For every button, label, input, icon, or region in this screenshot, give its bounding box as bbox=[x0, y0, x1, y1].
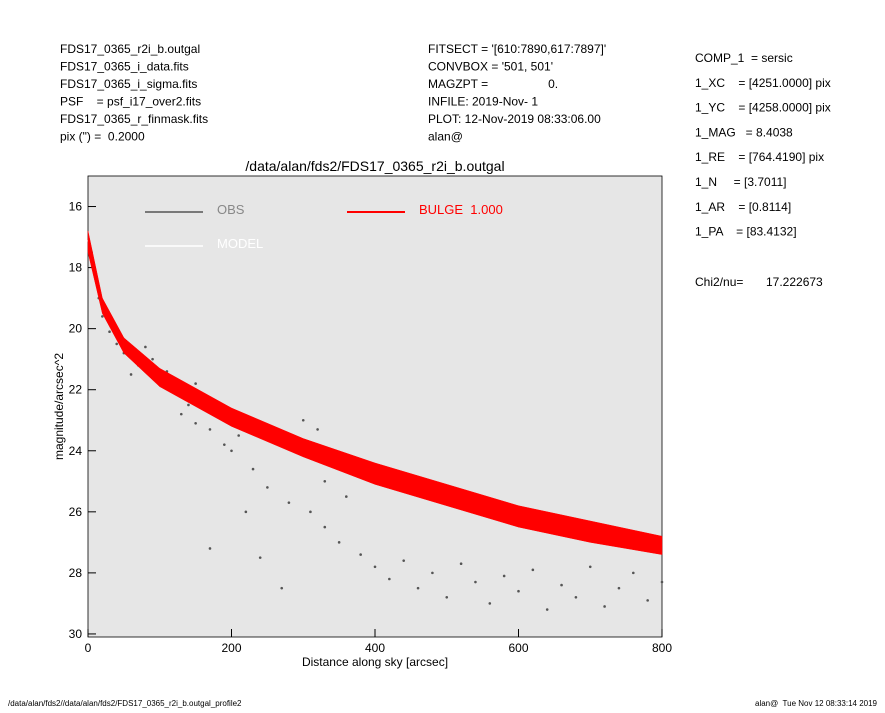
obs-point bbox=[129, 373, 133, 376]
obs-point bbox=[115, 342, 118, 346]
y-tick-label: 22 bbox=[69, 383, 83, 397]
obs-point bbox=[266, 486, 269, 489]
obs-point bbox=[208, 428, 212, 431]
header-middle: INFILE: 2019-Nov- 1 bbox=[428, 95, 538, 109]
header-left: FDS17_0365_i_sigma.fits bbox=[60, 77, 197, 91]
footer-left: /data/alan/fds2//data/alan/fds2/FDS17_03… bbox=[8, 699, 242, 708]
header-left: FDS17_0365_r2i_b.outgal bbox=[60, 42, 200, 56]
header-middle: CONVBOX = '501, 501' bbox=[428, 60, 553, 74]
obs-point bbox=[244, 510, 248, 514]
y-axis-label: magnitude/arcsec^2 bbox=[52, 353, 66, 460]
x-tick-label: 400 bbox=[365, 641, 385, 655]
obs-point bbox=[151, 357, 154, 361]
obs-point bbox=[323, 525, 327, 529]
obs-point bbox=[402, 559, 406, 562]
plot-area bbox=[87, 175, 663, 638]
obs-point bbox=[194, 382, 197, 385]
obs-point bbox=[323, 479, 327, 483]
obs-point bbox=[416, 586, 420, 590]
obs-point bbox=[603, 605, 606, 608]
header-right: COMP_1 = sersic bbox=[695, 51, 793, 65]
obs-point bbox=[545, 608, 549, 611]
x-tick-label: 800 bbox=[652, 641, 672, 655]
obs-point bbox=[517, 589, 520, 593]
header-right: 1_AR = [0.8114] bbox=[695, 200, 791, 214]
obs-point bbox=[531, 568, 535, 572]
header-right: 1_RE = [764.4190] pix bbox=[695, 150, 824, 164]
y-tick-label: 26 bbox=[69, 505, 83, 519]
obs-point bbox=[502, 574, 506, 578]
obs-point bbox=[646, 599, 649, 602]
obs-point bbox=[101, 315, 104, 318]
obs-point bbox=[223, 443, 226, 446]
header-right: 1_PA = [83.4132] bbox=[695, 225, 797, 239]
obs-point bbox=[588, 565, 592, 569]
x-tick-label: 600 bbox=[508, 641, 528, 655]
y-tick-label: 24 bbox=[69, 444, 83, 458]
obs-point bbox=[287, 501, 291, 504]
legend-label: MODEL bbox=[217, 236, 263, 251]
obs-point bbox=[280, 586, 284, 590]
header-middle: PLOT: 12-Nov-2019 08:33:06.00 bbox=[428, 112, 601, 126]
header-right: 1_XC = [4251.0000] pix bbox=[695, 76, 831, 90]
header-right: 1_MAG = 8.4038 bbox=[695, 125, 793, 139]
obs-point bbox=[459, 562, 463, 566]
obs-point bbox=[237, 434, 240, 437]
obs-point bbox=[660, 580, 664, 584]
obs-point bbox=[388, 577, 391, 581]
y-tick-label: 18 bbox=[69, 261, 83, 275]
header-middle: FITSECT = '[610:7890,617:7897]' bbox=[428, 42, 606, 56]
legend-label: OBS bbox=[217, 202, 245, 217]
obs-point bbox=[258, 556, 262, 559]
header-middle: MAGZPT = 0. bbox=[428, 77, 558, 91]
model-band bbox=[590, 520, 663, 555]
header-right: 1_YC = [4258.0000] pix bbox=[695, 101, 831, 115]
obs-point bbox=[560, 583, 563, 587]
x-axis-label: Distance along sky [arcsec] bbox=[302, 655, 448, 669]
header-middle: alan@ bbox=[428, 130, 463, 144]
obs-point bbox=[179, 412, 183, 416]
obs-point bbox=[108, 330, 111, 334]
obs-point bbox=[337, 541, 341, 544]
chart-title: /data/alan/fds2/FDS17_0365_r2i_b.outgal bbox=[245, 158, 504, 174]
chi2-value: 17.222673 bbox=[766, 275, 823, 289]
obs-point bbox=[431, 571, 434, 575]
chi2-label: Chi2/nu= bbox=[695, 275, 743, 289]
obs-point bbox=[251, 467, 255, 471]
obs-point bbox=[316, 428, 319, 431]
y-tick-label: 16 bbox=[69, 200, 83, 214]
obs-point bbox=[208, 547, 212, 550]
obs-point bbox=[194, 421, 197, 425]
obs-point bbox=[617, 586, 621, 590]
obs-point bbox=[488, 602, 492, 605]
header-left: PSF = psf_i17_over2.fits bbox=[60, 95, 201, 109]
header-left: pix (") = 0.2000 bbox=[60, 130, 145, 144]
x-tick-label: 200 bbox=[221, 641, 241, 655]
obs-point bbox=[574, 596, 578, 599]
obs-point bbox=[373, 565, 377, 569]
obs-point bbox=[301, 418, 305, 422]
y-tick-label: 28 bbox=[69, 566, 83, 580]
obs-point bbox=[187, 403, 190, 407]
obs-point bbox=[632, 571, 635, 575]
obs-point bbox=[345, 495, 348, 498]
y-tick-label: 30 bbox=[69, 627, 83, 641]
obs-point bbox=[359, 553, 362, 556]
y-tick-label: 20 bbox=[69, 322, 83, 336]
obs-point bbox=[144, 345, 147, 349]
obs-point bbox=[474, 580, 477, 584]
header-left: FDS17_0365_i_data.fits bbox=[60, 60, 189, 74]
obs-point bbox=[230, 449, 233, 453]
legend-label: BULGE 1.000 bbox=[419, 202, 503, 217]
footer-right: alan@ Tue Nov 12 08:33:14 2019 bbox=[755, 699, 878, 708]
header-left: FDS17_0365_r_finmask.fits bbox=[60, 112, 208, 126]
obs-point bbox=[445, 596, 449, 599]
header-right: 1_N = [3.7011] bbox=[695, 175, 787, 189]
obs-point bbox=[309, 510, 312, 514]
x-tick-label: 0 bbox=[85, 641, 92, 655]
